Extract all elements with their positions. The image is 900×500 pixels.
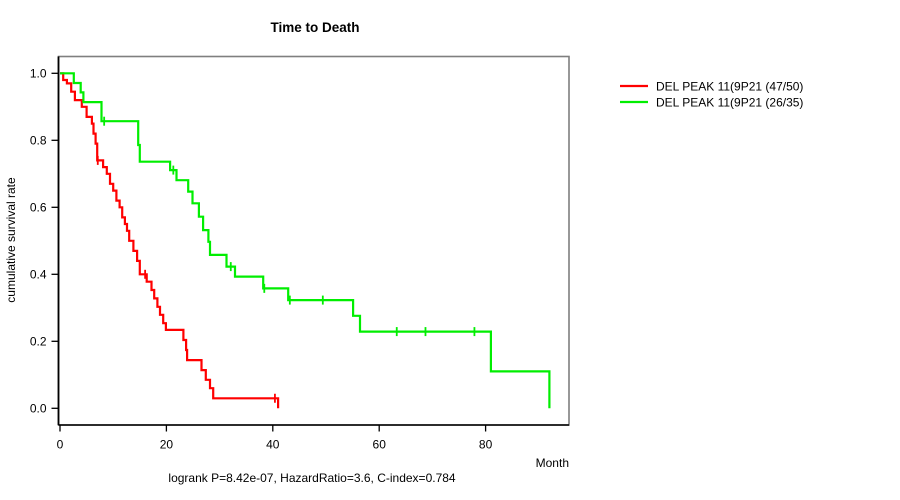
y-tick-label: 0.8	[30, 134, 47, 148]
y-axis-title: cumulative survival rate	[4, 177, 18, 303]
y-tick-label: 0.2	[30, 335, 47, 349]
survival-curve-red	[60, 72, 280, 409]
x-tick-label: 60	[373, 438, 387, 452]
plot-box	[57, 55, 570, 426]
axis-ticks: 0 20 40 60 80 0.0 0.2 0.4 0.6 0.8 1.0	[30, 67, 493, 452]
survival-curve-green	[60, 72, 551, 409]
chart-title: Time to Death	[270, 20, 359, 35]
x-tick-label: 80	[479, 438, 493, 452]
legend-label-green: DEL PEAK 11(9P21 (26/35)	[656, 96, 803, 110]
y-tick-label: 0.6	[30, 201, 47, 215]
legend-label-red: DEL PEAK 11(9P21 (47/50)	[656, 80, 803, 94]
x-tick-label: 20	[160, 438, 174, 452]
survival-curves	[60, 72, 551, 409]
y-tick-label: 1.0	[30, 67, 47, 81]
y-tick-label: 0.0	[30, 402, 47, 416]
x-tick-label: 40	[266, 438, 280, 452]
y-tick-label: 0.4	[30, 268, 47, 282]
x-tick-label: 0	[57, 438, 64, 452]
stats-annotation: logrank P=8.42e-07, HazardRatio=3.6, C-i…	[168, 471, 456, 485]
x-axis-title: Month	[536, 456, 569, 470]
legend: DEL PEAK 11(9P21 (47/50) DEL PEAK 11(9P2…	[620, 80, 803, 110]
